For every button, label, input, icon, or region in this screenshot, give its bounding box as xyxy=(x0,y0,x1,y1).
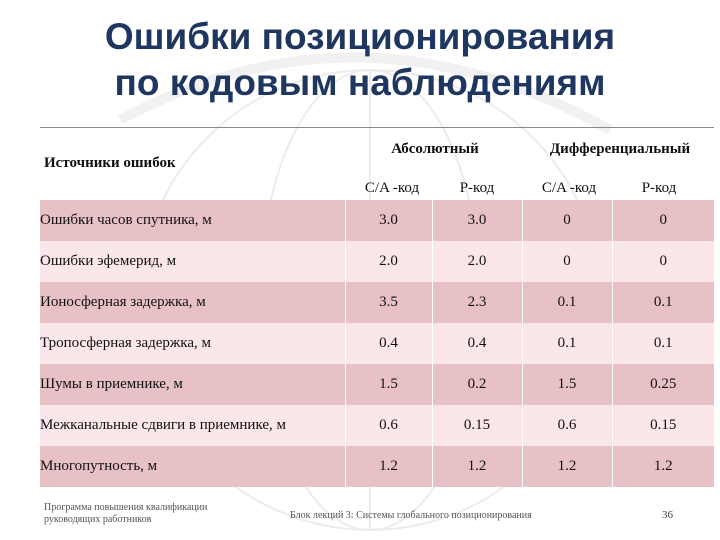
table-row: Шумы в приемнике, м 1.5 0.2 1.5 0.25 xyxy=(40,364,714,405)
table-row: Ионосферная задержка, м 3.5 2.3 0.1 0.1 xyxy=(40,282,714,323)
slide-title-line-2: по кодовым наблюдениям xyxy=(114,62,606,103)
row-source: Ошибки эфемерид, м xyxy=(40,241,346,282)
value-abs-p: 2.0 xyxy=(432,241,523,282)
footer-lecture-block: Блок лекций 3: Системы глобального позиц… xyxy=(290,510,532,521)
sub-header-abs-ca: C/A -код xyxy=(364,180,420,196)
sub-header-abs-p: P-код xyxy=(459,180,495,196)
value-diff-ca: 0.1 xyxy=(522,282,613,323)
value-diff-ca: 0 xyxy=(522,200,613,241)
value-abs-ca: 0.4 xyxy=(345,323,433,364)
table-row: Многопутность, м 1.2 1.2 1.2 1.2 xyxy=(40,446,714,487)
row-source: Многопутность, м xyxy=(40,446,346,487)
differential-group-header: Дифференциальный xyxy=(549,141,691,157)
value-diff-ca: 1.2 xyxy=(522,446,613,487)
row-source: Ошибки часов спутника, м xyxy=(40,200,346,241)
value-diff-ca: 0 xyxy=(522,241,613,282)
value-abs-p: 0.15 xyxy=(432,405,523,446)
value-abs-ca: 3.5 xyxy=(345,282,433,323)
table-row: Ошибки эфемерид, м 2.0 2.0 0 0 xyxy=(40,241,714,282)
row-source: Ионосферная задержка, м xyxy=(40,282,346,323)
sub-header-diff-p: P-код xyxy=(641,180,677,196)
value-abs-ca: 0.6 xyxy=(345,405,433,446)
value-diff-ca: 0.1 xyxy=(522,323,613,364)
absolute-group-header: Абсолютный xyxy=(391,141,479,157)
slide-title-line-1: Ошибки позиционирования xyxy=(104,16,616,57)
table-row: Тропосферная задержка, м 0.4 0.4 0.1 0.1 xyxy=(40,323,714,364)
value-diff-p: 1.2 xyxy=(612,446,714,487)
value-diff-p: 0 xyxy=(612,241,714,282)
table-row: Ошибки часов спутника, м 3.0 3.0 0 0 xyxy=(40,200,714,241)
sub-header-diff-ca: C/A -код xyxy=(541,180,597,196)
value-abs-ca: 1.5 xyxy=(345,364,433,405)
value-abs-p: 3.0 xyxy=(432,200,523,241)
row-source: Тропосферная задержка, м xyxy=(40,323,346,364)
title-divider xyxy=(40,127,714,128)
value-diff-p: 0.1 xyxy=(612,282,714,323)
row-source: Шумы в приемнике, м xyxy=(40,364,346,405)
value-abs-p: 2.3 xyxy=(432,282,523,323)
value-abs-ca: 1.2 xyxy=(345,446,433,487)
page-number: 36 xyxy=(662,509,673,521)
value-diff-p: 0.1 xyxy=(612,323,714,364)
table-row: Межканальные сдвиги в приемнике, м 0.6 0… xyxy=(40,405,714,446)
value-abs-p: 0.4 xyxy=(432,323,523,364)
value-abs-p: 0.2 xyxy=(432,364,523,405)
value-diff-p: 0.15 xyxy=(612,405,714,446)
error-sources-table: Ошибки часов спутника, м 3.0 3.0 0 0 Оши… xyxy=(40,200,714,487)
slide-title: Ошибки позиционирования по кодовым наблю… xyxy=(0,14,720,106)
value-abs-p: 1.2 xyxy=(432,446,523,487)
value-abs-ca: 3.0 xyxy=(345,200,433,241)
value-diff-ca: 1.5 xyxy=(522,364,613,405)
footer-program-name: Программа повышения квалификации руковод… xyxy=(44,502,208,525)
row-source: Межканальные сдвиги в приемнике, м xyxy=(40,405,346,446)
sources-column-header: Источники ошибок xyxy=(44,155,176,171)
value-diff-ca: 0.6 xyxy=(522,405,613,446)
value-abs-ca: 2.0 xyxy=(345,241,433,282)
value-diff-p: 0.25 xyxy=(612,364,714,405)
value-diff-p: 0 xyxy=(612,200,714,241)
